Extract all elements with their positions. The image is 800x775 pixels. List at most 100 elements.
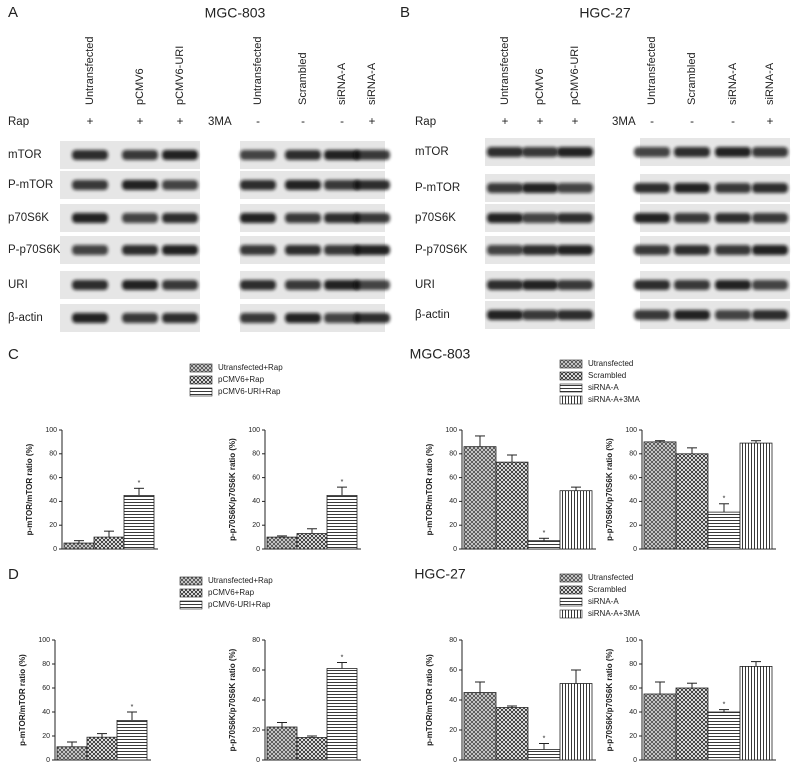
blot-band: [557, 280, 593, 290]
blot-band: [354, 245, 390, 255]
rap-sign: +: [572, 116, 579, 128]
blot-band: [354, 150, 390, 160]
row-label: p70S6K: [415, 212, 456, 224]
legend-label: pCMV6-URI+Rap: [218, 387, 281, 396]
y-tick-label: 100: [45, 427, 57, 434]
ma-sign: -: [256, 116, 260, 128]
legend-label: siRNA-A+3MA: [588, 395, 640, 404]
significance-mark: *: [131, 704, 134, 711]
legend-label: siRNA-A: [588, 597, 619, 606]
blot-band: [752, 310, 788, 320]
bar: [527, 540, 561, 550]
bar: [326, 495, 358, 550]
ma-sign: -: [650, 116, 654, 128]
lane-label: siRNA-A: [336, 62, 348, 105]
blot-title: HGC-27: [579, 5, 631, 21]
blot-band: [715, 245, 751, 255]
legend-swatch: [179, 588, 203, 598]
ma-sign: +: [767, 116, 774, 128]
bar: [495, 461, 529, 550]
blot-band: [752, 183, 788, 193]
blot-band: [285, 213, 321, 223]
y-tick-label: 100: [445, 427, 457, 434]
blot-band: [240, 213, 276, 223]
blot-band: [634, 147, 670, 157]
blot-band: [634, 310, 670, 320]
lane-label: siRNA-A: [366, 62, 378, 105]
y-tick-label: 80: [252, 451, 260, 458]
blot-band: [122, 180, 158, 190]
y-tick-label: 40: [449, 498, 457, 505]
significance-mark: *: [138, 480, 141, 487]
y-tick-label: 40: [629, 498, 637, 505]
y-tick-label: 80: [42, 661, 50, 668]
bar: [116, 720, 148, 761]
blot-band: [634, 213, 670, 223]
lane-label: siRNA-A: [727, 62, 739, 105]
y-tick-label: 60: [42, 685, 50, 692]
blot-band: [752, 245, 788, 255]
blot-band: [354, 280, 390, 290]
blot-band: [557, 213, 593, 223]
bar: [266, 536, 298, 550]
section-title: HGC-27: [414, 566, 466, 582]
blot-band: [674, 183, 710, 193]
panel-label: C: [8, 346, 19, 363]
blot-band: [240, 313, 276, 323]
lane-label: Untransfected: [84, 37, 96, 105]
y-tick-label: 0: [53, 546, 57, 553]
blot-band: [162, 245, 198, 255]
lane-label: pCMV6: [134, 68, 146, 105]
lane-label: Scrambled: [686, 52, 698, 105]
y-tick-label: 0: [256, 546, 260, 553]
blot-band: [122, 313, 158, 323]
y-axis-label: p-mTOR/mTOR ratio (%): [18, 654, 27, 746]
row-label: β-actin: [415, 309, 450, 321]
lane-label: pCMV6: [534, 68, 546, 105]
y-tick-label: 80: [449, 451, 457, 458]
panel-label: A: [8, 4, 18, 21]
bar: [93, 536, 125, 550]
blot-band: [557, 245, 593, 255]
lane-label: Scrambled: [297, 52, 309, 105]
legend-label: Scrambled: [588, 585, 626, 594]
blot-band: [240, 150, 276, 160]
legend-label: siRNA-A: [588, 383, 619, 392]
legend-swatch: [559, 395, 583, 405]
y-tick-label: 100: [625, 427, 637, 434]
legend-label: Utransfected+Rap: [218, 363, 283, 372]
blot-band: [324, 213, 360, 223]
y-tick-label: 60: [449, 474, 457, 481]
blot-band: [634, 183, 670, 193]
bar: [559, 683, 593, 761]
y-tick-label: 60: [629, 474, 637, 481]
blot-band: [240, 245, 276, 255]
blot-band: [285, 280, 321, 290]
blot-band: [324, 180, 360, 190]
bar: [495, 707, 529, 761]
lane-label: pCMV6-URI: [569, 46, 581, 105]
blot-band: [72, 180, 108, 190]
bar: [707, 511, 741, 550]
blot-band: [674, 310, 710, 320]
y-tick-label: 40: [42, 709, 50, 716]
y-tick-label: 20: [449, 727, 457, 734]
y-tick-label: 20: [42, 733, 50, 740]
row-label: P-mTOR: [415, 182, 460, 194]
y-tick-label: 40: [252, 697, 260, 704]
blot-band: [72, 245, 108, 255]
rap-sign: +: [137, 116, 144, 128]
blot-band: [162, 313, 198, 323]
y-tick-label: 0: [633, 546, 637, 553]
blot-band: [715, 183, 751, 193]
significance-mark: *: [543, 735, 546, 742]
blot-band: [674, 280, 710, 290]
y-tick-label: 100: [38, 637, 50, 644]
y-axis-label: p-mTOR/mTOR ratio (%): [425, 654, 434, 746]
blot-band: [122, 280, 158, 290]
panel-label: B: [400, 4, 410, 21]
legend-label: pCMV6+Rap: [208, 588, 255, 597]
bar: [643, 441, 677, 550]
row-label: URI: [415, 279, 435, 291]
